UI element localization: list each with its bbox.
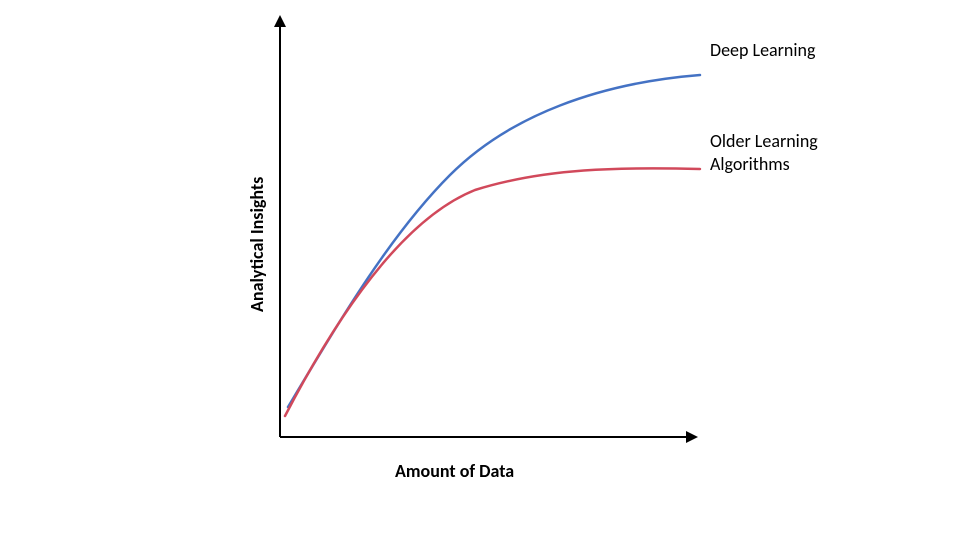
series-deep_learning <box>288 75 700 407</box>
x-axis-label: Amount of Data <box>395 460 514 482</box>
series-group <box>285 75 700 416</box>
deep-learning-label: Deep Learning <box>710 39 815 61</box>
chart-container: Analytical Insights Amount of Data Deep … <box>0 0 960 540</box>
series-older_algorithms <box>285 168 700 416</box>
axes <box>280 21 692 437</box>
older-algorithms-label: Older Learning Algorithms <box>710 130 818 175</box>
y-axis-label: Analytical Insights <box>246 177 268 312</box>
line-chart <box>0 0 960 540</box>
